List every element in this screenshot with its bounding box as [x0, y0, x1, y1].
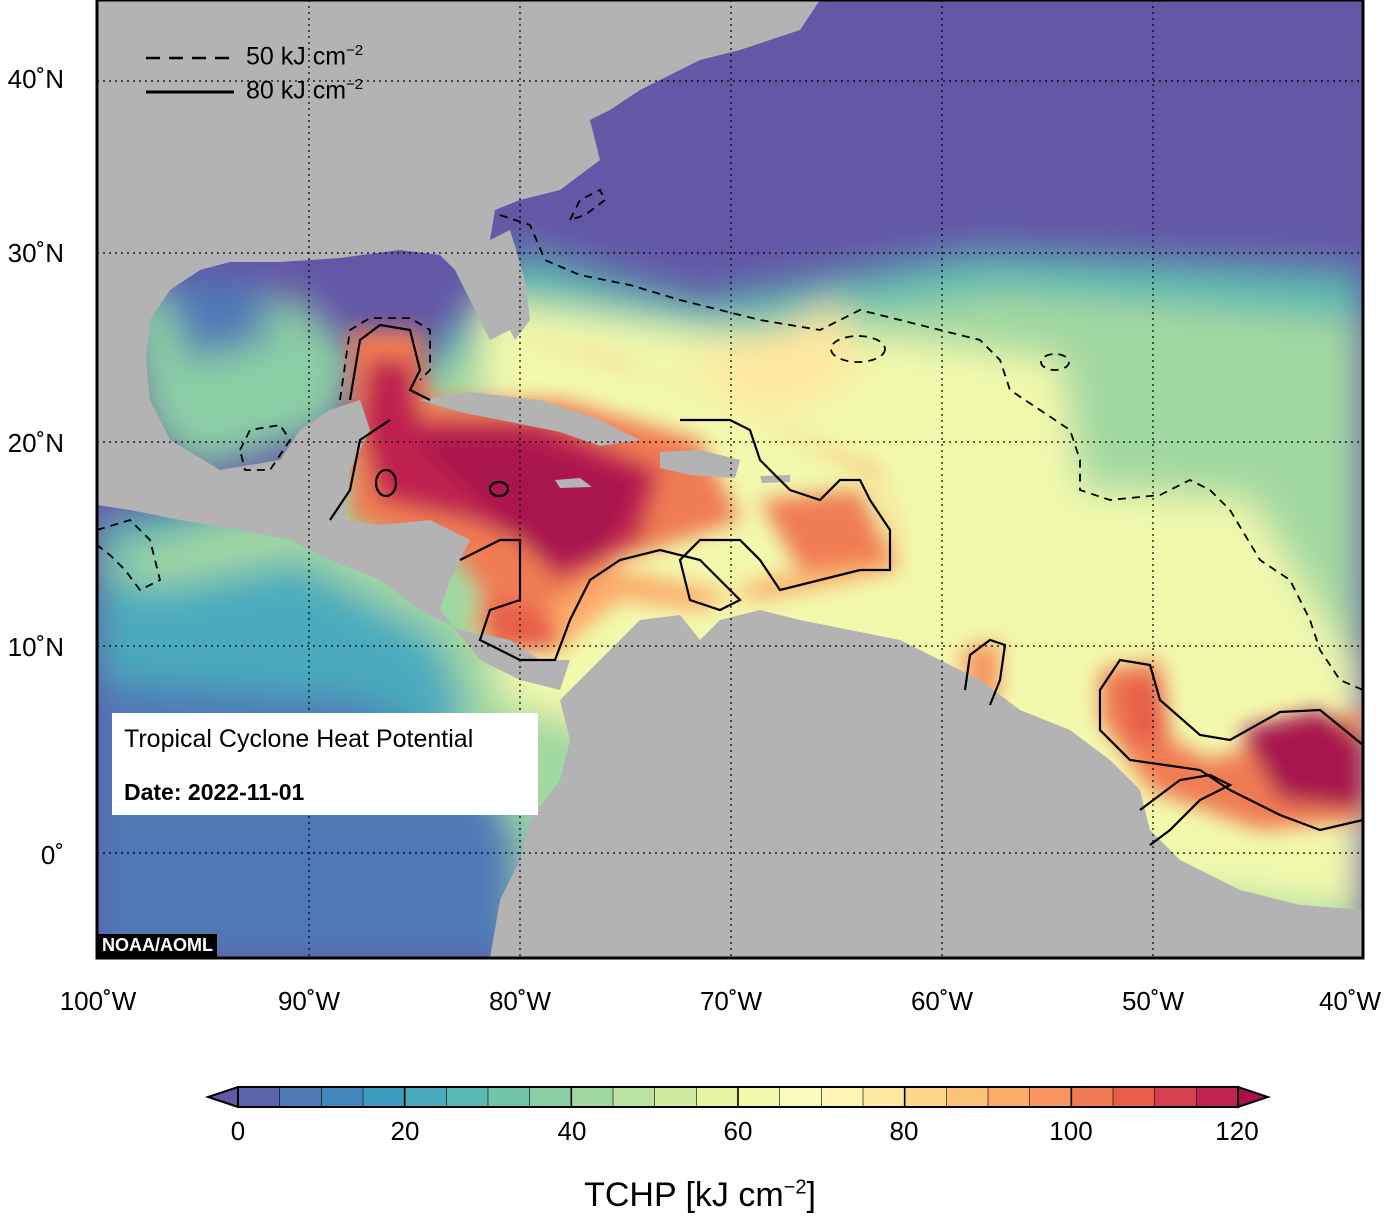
colorbar-bin [1071, 1087, 1114, 1107]
colorbar-bin [363, 1087, 406, 1107]
lon-label-50w: 50˚W [1121, 986, 1185, 1016]
hispaniola-land [660, 450, 740, 478]
colorbar-bin [696, 1087, 739, 1107]
credit-label: NOAA/AOML [98, 934, 217, 957]
north-america-land [97, 0, 820, 690]
contour-50-yucatan [339, 317, 431, 401]
colorbar-bin [1113, 1087, 1156, 1107]
info-box: Tropical Cyclone Heat Potential Date: 20… [112, 713, 538, 815]
colorbar-tick-120: 120 [1215, 1116, 1259, 1146]
cuba-land [420, 392, 640, 446]
contour-80-loop [374, 468, 398, 498]
colorbar-bin [654, 1087, 697, 1107]
colorbar [204, 1085, 1272, 1109]
colorbar-bin [279, 1087, 322, 1107]
map-frame [95, 0, 1365, 960]
colorbar-bin [321, 1087, 364, 1107]
map-date: Date: 2022-11-01 [124, 779, 305, 805]
lat-label-30n: 30˚N [7, 238, 64, 268]
lon-label-70w: 70˚W [699, 986, 763, 1016]
contour-80-loop2 [488, 480, 510, 498]
lon-label-80w: 80˚W [488, 986, 552, 1016]
lat-label-20n: 20˚N [7, 428, 64, 458]
lat-label-0: 0˚ [40, 840, 64, 870]
contour-80-caribbean [329, 323, 892, 662]
colorbar-tick-60: 60 [723, 1116, 753, 1146]
lon-label-90w: 90˚W [277, 986, 341, 1016]
lon-label-60w: 60˚W [910, 986, 974, 1016]
colorbar-tick-100: 100 [1049, 1116, 1093, 1146]
colorbar-bin [488, 1087, 531, 1107]
lat-label-10n: 10˚N [7, 632, 64, 662]
contour-50-main [499, 214, 1363, 691]
colorbar-bin [738, 1087, 781, 1107]
contour-50-gulfstream [568, 188, 607, 222]
colorbar-tick-0: 0 [230, 1116, 246, 1146]
contours-80 [329, 323, 1363, 846]
colorbar-bin [238, 1087, 281, 1107]
colorbar-bin [1029, 1087, 1072, 1107]
colorbar-bin [779, 1087, 822, 1107]
lon-label-100w: 100˚W [59, 986, 137, 1016]
map-title: Tropical Cyclone Heat Potential [124, 725, 474, 753]
colorbar-bin [529, 1087, 572, 1107]
land-masses [97, 0, 1363, 958]
colorbar-under-arrow [204, 1085, 239, 1109]
colorbar-frame [237, 1086, 1239, 1108]
colorbar-bin [404, 1087, 447, 1107]
legend-50-label: 50 kJ cm−2 [246, 42, 364, 71]
legend-80-label: 80 kJ cm−2 [246, 76, 364, 105]
colorbar-tick-40: 40 [557, 1116, 587, 1146]
contour-80-small [963, 638, 1007, 706]
colorbar-bin [821, 1087, 864, 1107]
colorbar-title: TCHP [kJ cm−2] [584, 1176, 816, 1214]
contour-50-island2 [1040, 353, 1070, 371]
lon-label-40w: 40˚W [1318, 986, 1382, 1016]
colorbar-bin [1196, 1087, 1239, 1107]
contour-80-atlantic [1098, 658, 1363, 846]
lat-label-40n: 40˚N [7, 64, 64, 94]
colorbar-tick-20: 20 [390, 1116, 420, 1146]
colorbar-bin [946, 1087, 989, 1107]
colorbar-bin [904, 1087, 947, 1107]
south-america-land [490, 610, 1363, 958]
colorbar-bin [613, 1087, 656, 1107]
colorbar-over-arrow [1237, 1085, 1272, 1109]
colorbar-bin [446, 1087, 489, 1107]
contours-50 [97, 188, 1363, 691]
colorbar-bin [988, 1087, 1031, 1107]
contour-50-gulf [97, 424, 292, 592]
colorbar-bin [863, 1087, 906, 1107]
colorbar-bin [1154, 1087, 1197, 1107]
colorbar-tick-80: 80 [889, 1116, 919, 1146]
colorbar-bin [571, 1087, 614, 1107]
contour-50-island [830, 335, 886, 363]
jamaica-land [555, 478, 592, 488]
